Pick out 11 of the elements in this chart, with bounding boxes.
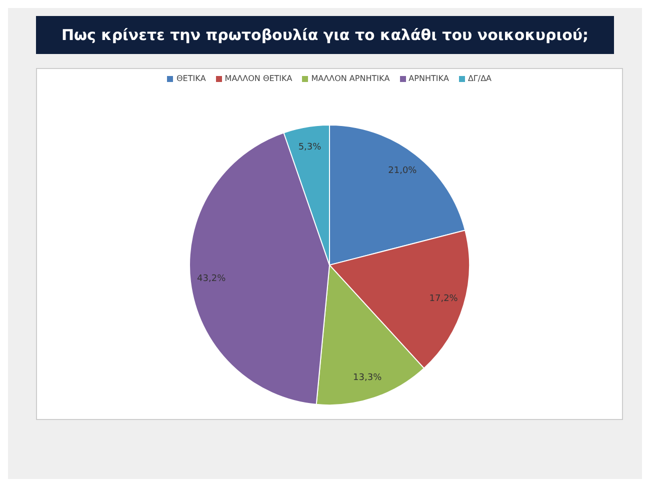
data-label: 13,3% xyxy=(353,372,382,383)
legend-label: ΘΕΤΙΚΑ xyxy=(175,74,206,83)
chart-title: Πως κρίνετε την πρωτοβουλία για το καλάθι του νοικοκυριού; xyxy=(36,16,614,54)
legend-label: ΔΓ/ΔΑ xyxy=(466,74,492,83)
data-label: 21,0% xyxy=(388,166,418,176)
data-label: 5,3% xyxy=(298,142,322,153)
legend-label: ΑΡΝΗΤΙΚΑ xyxy=(408,74,449,83)
data-label: 43,2% xyxy=(197,274,226,284)
data-label: 17,2% xyxy=(429,294,458,304)
legend-label: ΜΑΛΛΟΝ ΘΕΤΙΚΑ xyxy=(224,74,292,83)
legend-label: ΜΑΛΛΟΝ ΑΡΝΗΤΙΚΑ xyxy=(310,74,390,83)
